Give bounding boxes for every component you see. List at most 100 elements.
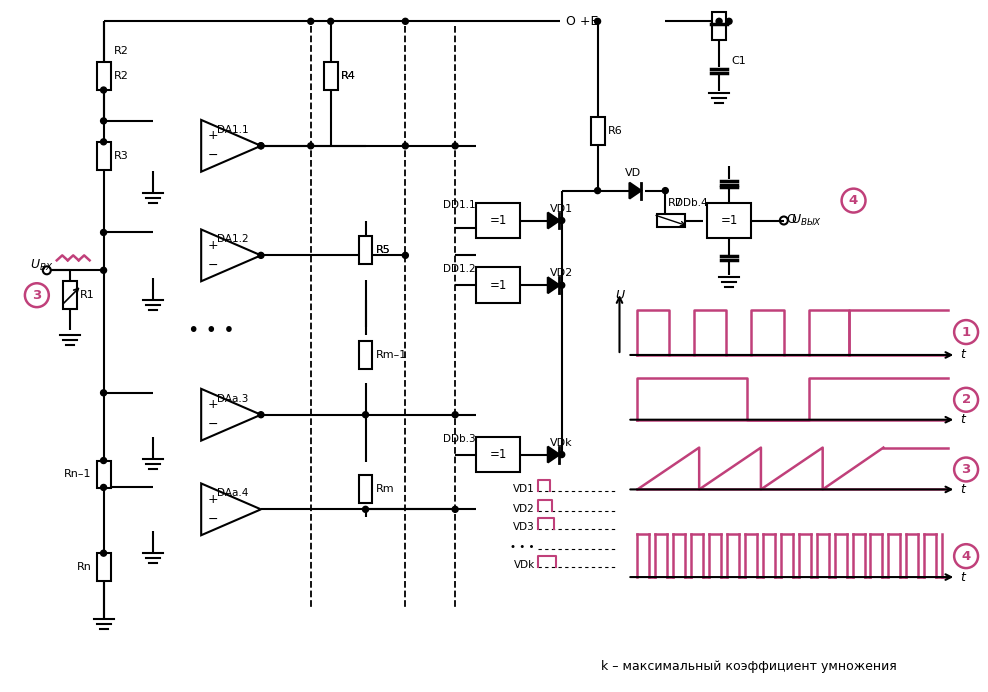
Text: R6: R6 bbox=[608, 126, 622, 136]
Text: DAa.3: DAa.3 bbox=[217, 394, 249, 404]
Text: DD1.2: DD1.2 bbox=[444, 264, 476, 274]
Circle shape bbox=[662, 188, 668, 194]
Bar bbox=[97, 62, 111, 90]
Text: R4: R4 bbox=[341, 71, 356, 81]
Text: VD1: VD1 bbox=[513, 484, 535, 494]
Circle shape bbox=[307, 18, 314, 24]
Text: R5: R5 bbox=[375, 246, 390, 255]
Text: R3: R3 bbox=[114, 151, 128, 161]
Text: DAa.4: DAa.4 bbox=[217, 489, 249, 498]
Text: R7: R7 bbox=[668, 198, 683, 208]
Circle shape bbox=[453, 412, 458, 418]
Text: DDb.3: DDb.3 bbox=[444, 434, 476, 444]
Text: +: + bbox=[207, 399, 218, 411]
Circle shape bbox=[559, 452, 565, 457]
Text: U: U bbox=[615, 289, 624, 302]
Circle shape bbox=[328, 18, 334, 24]
Circle shape bbox=[363, 412, 369, 418]
Text: k – максимальный коэффициент умножения: k – максимальный коэффициент умножения bbox=[601, 660, 897, 673]
Circle shape bbox=[258, 143, 264, 149]
Bar bbox=[324, 62, 338, 90]
Bar bbox=[707, 203, 751, 239]
Bar bbox=[97, 461, 111, 489]
Text: Rn: Rn bbox=[77, 562, 92, 572]
Polygon shape bbox=[202, 484, 261, 535]
Circle shape bbox=[101, 550, 107, 556]
Text: Rm–1: Rm–1 bbox=[375, 350, 407, 360]
Bar bbox=[712, 12, 726, 40]
Bar bbox=[359, 475, 372, 503]
Circle shape bbox=[363, 507, 369, 512]
Circle shape bbox=[595, 188, 601, 194]
Text: 1: 1 bbox=[961, 325, 970, 338]
Text: t: t bbox=[960, 349, 965, 361]
Circle shape bbox=[101, 87, 107, 93]
Text: 4: 4 bbox=[849, 194, 859, 207]
Text: R1: R1 bbox=[80, 290, 95, 300]
Bar bbox=[476, 267, 520, 303]
Text: VD3: VD3 bbox=[513, 522, 535, 532]
Text: VD2: VD2 bbox=[513, 504, 535, 514]
Circle shape bbox=[559, 217, 565, 224]
Circle shape bbox=[101, 457, 107, 464]
Text: −: − bbox=[207, 418, 218, 431]
Text: VDk: VDk bbox=[549, 437, 572, 448]
Polygon shape bbox=[202, 389, 261, 441]
Text: O: O bbox=[785, 213, 795, 226]
Text: −: − bbox=[207, 149, 218, 162]
Text: O +E: O +E bbox=[566, 15, 598, 28]
Text: =1: =1 bbox=[489, 214, 507, 227]
Text: $U_{ВЫХ}$: $U_{ВЫХ}$ bbox=[790, 213, 821, 228]
Circle shape bbox=[453, 507, 458, 512]
Text: t: t bbox=[960, 483, 965, 496]
Circle shape bbox=[402, 143, 408, 149]
Text: VD1: VD1 bbox=[549, 203, 573, 214]
Text: • • •: • • • bbox=[188, 320, 234, 340]
Text: t: t bbox=[960, 413, 965, 426]
Text: DA1.2: DA1.2 bbox=[217, 235, 249, 244]
Circle shape bbox=[559, 282, 565, 289]
Circle shape bbox=[101, 484, 107, 491]
Polygon shape bbox=[547, 277, 559, 293]
Text: +: + bbox=[207, 239, 218, 252]
Text: R4: R4 bbox=[341, 71, 356, 81]
Text: C1: C1 bbox=[731, 56, 746, 66]
Text: R5: R5 bbox=[375, 246, 390, 255]
Polygon shape bbox=[547, 212, 559, 228]
Circle shape bbox=[101, 118, 107, 124]
Bar bbox=[63, 281, 77, 309]
Text: VDk: VDk bbox=[514, 560, 535, 570]
Text: 3: 3 bbox=[961, 463, 971, 476]
Bar bbox=[657, 214, 686, 228]
Text: R3: R3 bbox=[114, 151, 128, 161]
Text: DD1.1: DD1.1 bbox=[444, 199, 476, 210]
Text: =1: =1 bbox=[489, 279, 507, 292]
Text: =1: =1 bbox=[720, 214, 738, 227]
Polygon shape bbox=[202, 120, 261, 172]
Text: • • •: • • • bbox=[511, 543, 535, 552]
Circle shape bbox=[101, 267, 107, 273]
Circle shape bbox=[101, 390, 107, 396]
Text: =1: =1 bbox=[489, 448, 507, 461]
Circle shape bbox=[258, 253, 264, 258]
Circle shape bbox=[453, 143, 458, 149]
Text: t: t bbox=[960, 571, 965, 583]
Text: 4: 4 bbox=[961, 549, 971, 563]
Text: +: + bbox=[207, 493, 218, 506]
Text: DDb.4: DDb.4 bbox=[675, 198, 707, 208]
Polygon shape bbox=[202, 230, 261, 281]
Text: R2: R2 bbox=[114, 46, 128, 56]
Bar bbox=[476, 203, 520, 239]
Bar bbox=[359, 341, 372, 369]
Text: 3: 3 bbox=[33, 289, 41, 302]
Bar bbox=[97, 142, 111, 170]
Bar bbox=[359, 237, 372, 264]
Text: R3: R3 bbox=[114, 151, 128, 161]
Text: DA1.1: DA1.1 bbox=[217, 125, 249, 135]
Circle shape bbox=[258, 412, 264, 418]
Circle shape bbox=[101, 230, 107, 235]
Text: −: − bbox=[207, 259, 218, 272]
Text: +: + bbox=[207, 129, 218, 143]
Text: VD: VD bbox=[624, 167, 640, 178]
Circle shape bbox=[595, 18, 601, 24]
